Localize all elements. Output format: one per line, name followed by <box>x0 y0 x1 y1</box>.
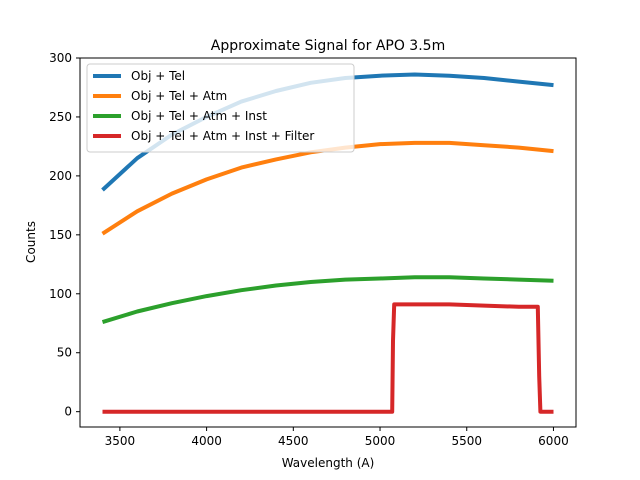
series-line-4 <box>102 302 554 414</box>
series-line-2 <box>101 140 554 236</box>
y-tick-label: 300 <box>49 51 72 65</box>
x-axis: 3500 4000 4500 5000 5500 6000 <box>105 427 569 448</box>
y-axis: 0 50 100 150 200 250 300 <box>49 51 80 419</box>
chart-title: Approximate Signal for APO 3.5m <box>211 38 445 54</box>
series-line-3 <box>101 275 554 325</box>
plot-frame <box>79 57 577 428</box>
y-tick-label: 50 <box>57 346 72 360</box>
legend-label: Obj + Tel + Atm + Inst + Filter <box>131 129 314 143</box>
legend: Obj + Tel Obj + Tel + Atm Obj + Tel + Atm … <box>86 63 355 153</box>
legend-box <box>86 63 355 153</box>
y-tick-label: 150 <box>49 228 72 242</box>
x-tick-label: 6000 <box>538 434 569 448</box>
x-tick-label: 5500 <box>451 434 482 448</box>
x-tick-label: 4500 <box>278 434 309 448</box>
y-axis-label: Counts <box>24 221 38 263</box>
x-tick-label: 5000 <box>365 434 396 448</box>
x-tick-label: 4000 <box>191 434 222 448</box>
y-tick-label: 200 <box>49 169 72 183</box>
y-tick-label: 0 <box>64 405 72 419</box>
x-tick-label: 3500 <box>105 434 136 448</box>
x-axis-label: Wavelength (A) <box>282 456 375 470</box>
y-tick-label: 250 <box>49 110 72 124</box>
y-tick-label: 100 <box>49 287 72 301</box>
legend-label: Obj + Tel <box>131 69 185 83</box>
legend-label: Obj + Tel + Atm + Inst <box>131 109 267 123</box>
legend-label: Obj + Tel + Atm <box>131 89 227 103</box>
